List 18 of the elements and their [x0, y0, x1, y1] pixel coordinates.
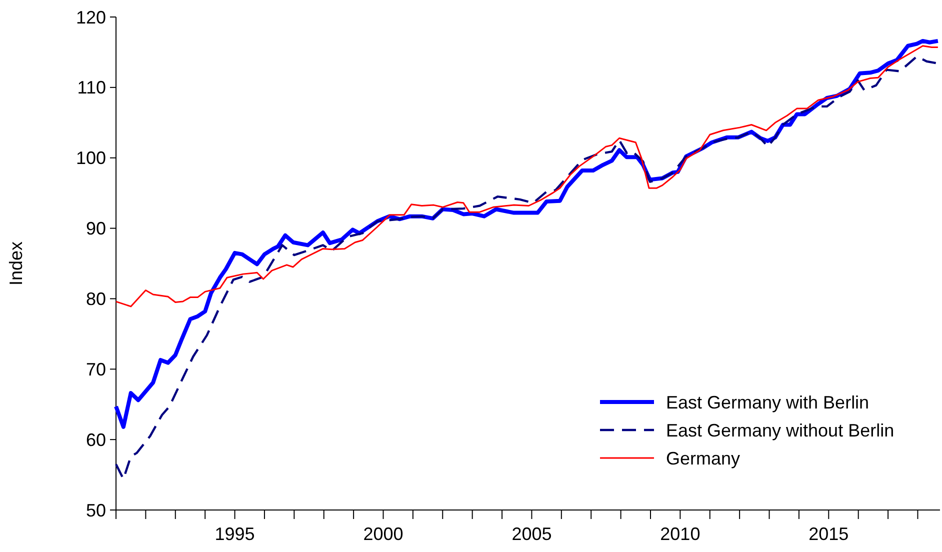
y-tick-label: 50: [86, 500, 106, 520]
legend-label: East Germany with Berlin: [666, 392, 870, 412]
x-tick-label: 2015: [808, 524, 849, 544]
x-tick-label: 1995: [214, 524, 255, 544]
y-tick-label: 80: [86, 289, 106, 310]
y-tick-label: 70: [86, 359, 106, 380]
y-tick-label: 100: [76, 148, 106, 168]
y-axis-title: Index: [6, 241, 26, 286]
legend-label: Germany: [666, 448, 740, 468]
y-tick-label: 60: [86, 430, 106, 450]
y-tick-label: 90: [86, 218, 106, 239]
x-tick-label: 2010: [660, 524, 700, 544]
line-series: [115, 45, 939, 308]
x-tick-label: 2000: [363, 524, 404, 544]
y-tick-label: 110: [77, 78, 106, 98]
x-tick-label: 2005: [512, 524, 552, 544]
legend-label: East Germany without Berlin: [666, 420, 894, 440]
y-tick-label: 120: [76, 7, 106, 28]
